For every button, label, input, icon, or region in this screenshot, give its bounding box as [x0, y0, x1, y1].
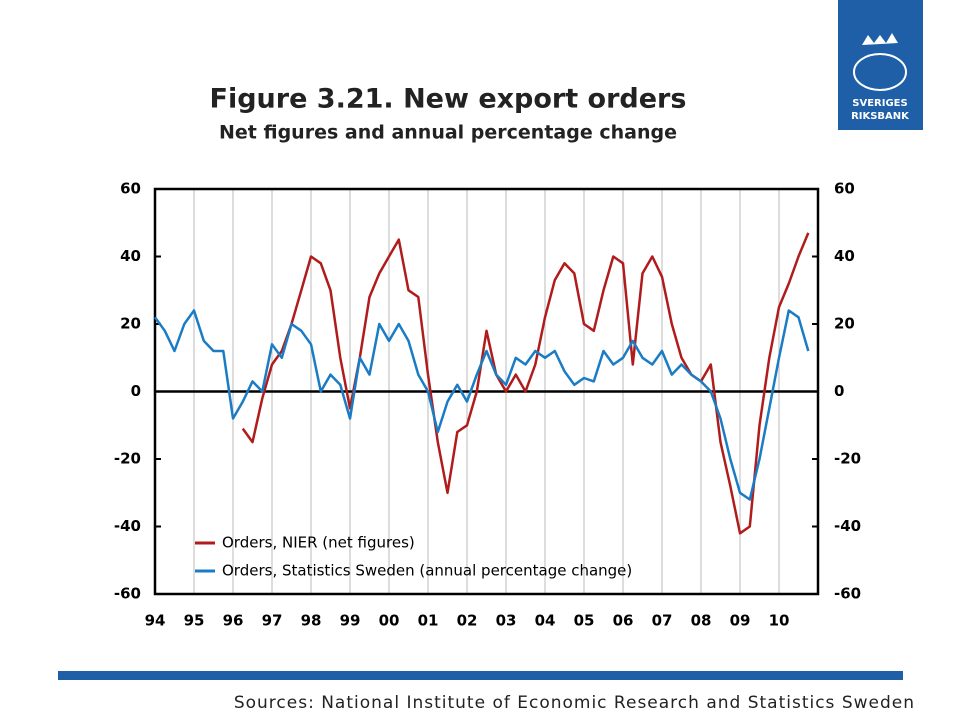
source: Sources: National Institute of Economic …	[234, 693, 915, 713]
y2-tick-label: 60	[834, 180, 855, 198]
logo-emblem	[853, 53, 907, 91]
legend-label: Orders, NIER (net figures)	[222, 534, 415, 552]
series-line	[241, 232, 810, 535]
x-tick-label: 03	[496, 612, 517, 630]
y2-tick-label: 20	[834, 315, 855, 333]
x-tick-label: 05	[574, 612, 595, 630]
logo-text: RIKSBANK	[851, 111, 910, 122]
logo-text: SVERIGES	[852, 98, 907, 109]
footer-bar	[58, 671, 903, 680]
chart-subtitle: Net figures and annual percentage change	[219, 122, 677, 144]
y2-tick-label: -40	[834, 517, 861, 535]
series-line	[153, 309, 810, 501]
y2-tick-label: 40	[834, 247, 855, 265]
x-tick-label: 98	[301, 612, 322, 630]
x-tick-label: 00	[379, 612, 400, 630]
y-tick-label: 40	[120, 247, 141, 265]
x-tick-label: 09	[730, 612, 751, 630]
y2-tick-label: -60	[834, 585, 861, 603]
y-tick-label: -40	[114, 517, 141, 535]
x-tick-label: 01	[418, 612, 439, 630]
y-tick-label: 60	[120, 180, 141, 198]
legend-label: Orders, Statistics Sweden (annual percen…	[222, 562, 632, 580]
x-tick-label: 99	[340, 612, 361, 630]
logo-box	[838, 0, 923, 130]
y2-tick-label: -20	[834, 450, 861, 468]
y-tick-label: 0	[131, 382, 141, 400]
x-tick-label: 96	[223, 612, 244, 630]
y2-tick-label: 0	[834, 382, 844, 400]
logo-crown	[862, 33, 898, 45]
x-tick-label: 02	[457, 612, 478, 630]
x-tick-label: 04	[535, 612, 556, 630]
x-tick-label: 97	[262, 612, 283, 630]
x-tick-label: 10	[769, 612, 790, 630]
y-tick-label: 20	[120, 315, 141, 333]
x-tick-label: 95	[184, 612, 205, 630]
x-tick-label: 06	[613, 612, 634, 630]
plot-frame	[153, 187, 820, 596]
y-tick-label: -20	[114, 450, 141, 468]
x-tick-label: 07	[652, 612, 673, 630]
x-tick-label: 08	[691, 612, 712, 630]
x-tick-label: 94	[145, 612, 166, 630]
y-tick-label: -60	[114, 585, 141, 603]
chart-title: Figure 3.21. New export orders	[210, 84, 687, 115]
